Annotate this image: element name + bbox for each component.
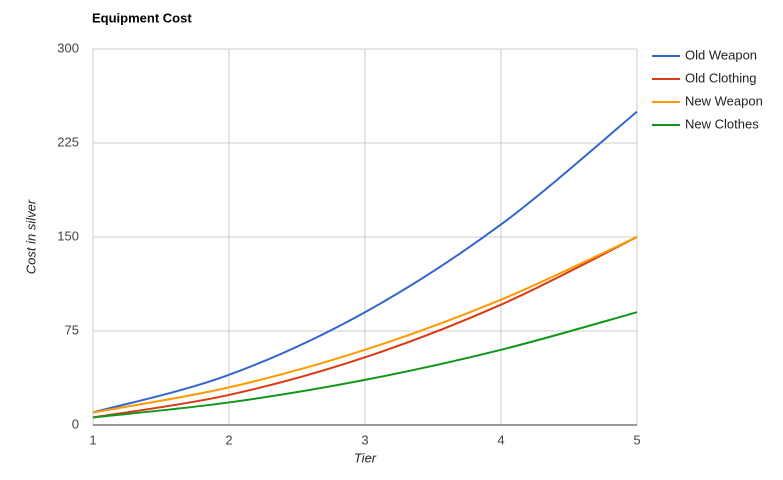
- x-tick-label: 1: [89, 432, 96, 447]
- legend-label: Old Clothing: [685, 70, 757, 85]
- x-tick-label: 4: [497, 432, 504, 447]
- x-axis-label: Tier: [354, 450, 377, 465]
- legend-label: Old Weapon: [685, 47, 757, 62]
- line: [92, 311, 638, 419]
- y-axis-label: Cost in silver: [23, 199, 38, 274]
- x-tick-label: 2: [225, 432, 232, 447]
- legend-label: New Clothes: [685, 116, 759, 131]
- chart-title: Equipment Cost: [92, 10, 192, 25]
- legend-label: New Weapon: [685, 93, 763, 108]
- line: [92, 236, 638, 419]
- line: [92, 110, 638, 414]
- x-tick-label: 3: [361, 432, 368, 447]
- y-tick-label: 75: [65, 322, 79, 337]
- line: [92, 236, 638, 414]
- y-tick-label: 150: [57, 228, 79, 243]
- y-tick-label: 0: [72, 416, 79, 431]
- y-tick-label: 225: [57, 134, 79, 149]
- x-tick-label: 5: [633, 432, 640, 447]
- y-tick-label: 300: [57, 40, 79, 55]
